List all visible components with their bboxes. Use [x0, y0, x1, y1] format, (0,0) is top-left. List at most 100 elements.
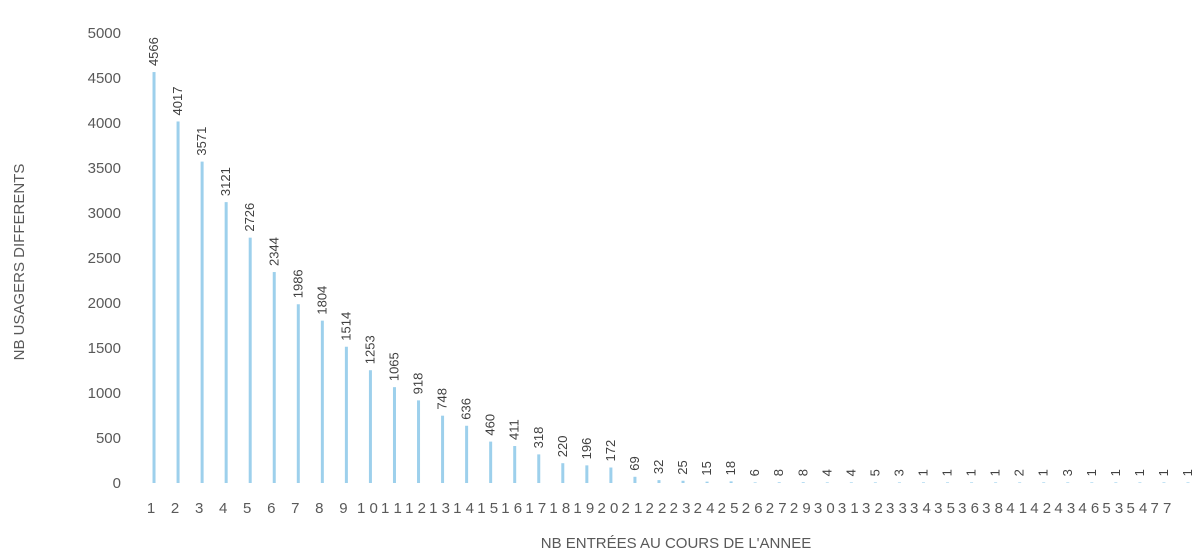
bars	[152, 72, 1190, 484]
data-label: 5	[867, 469, 882, 476]
x-tick-label: 2 6	[742, 500, 763, 517]
bar	[200, 161, 204, 484]
x-tick-label: 3 3	[886, 500, 907, 517]
bar	[465, 425, 469, 483]
bar	[753, 482, 757, 483]
data-label: 1	[1180, 469, 1195, 476]
data-label: 1	[1108, 469, 1123, 476]
x-tick-label: 1 7	[525, 500, 546, 517]
data-label: 748	[435, 388, 450, 410]
bar	[681, 480, 685, 483]
bar	[561, 463, 565, 483]
x-tick-label: 4 6	[1078, 500, 1099, 517]
bar	[417, 400, 421, 483]
bar	[946, 482, 950, 483]
y-tick-label: 3500	[88, 160, 121, 177]
x-tick-label: 5	[243, 500, 251, 517]
x-tick-label: 1 8	[549, 500, 570, 517]
y-tick-label: 5000	[88, 25, 121, 42]
bar	[1090, 482, 1094, 483]
y-tick-label: 0	[113, 475, 121, 492]
x-tick-label: 2 1	[622, 500, 643, 517]
y-tick-label: 1500	[88, 340, 121, 357]
bar	[272, 272, 276, 483]
x-tick-label: 3 1	[838, 500, 859, 517]
data-label: 4017	[170, 87, 185, 116]
data-label: 1804	[314, 286, 329, 315]
x-tick-label: 1 3	[429, 500, 450, 517]
x-tick-label: 1 2	[405, 500, 426, 517]
x-tick-label: 2 9	[790, 500, 811, 517]
x-tick-label: 2 0	[597, 500, 618, 517]
data-label: 1253	[362, 335, 377, 364]
bar	[585, 465, 589, 483]
data-label: 3571	[194, 127, 209, 156]
bar	[1162, 482, 1166, 483]
y-tick-label: 2500	[88, 250, 121, 267]
bar	[705, 481, 709, 483]
data-label: 4566	[146, 37, 161, 66]
data-label: 3	[1060, 469, 1075, 476]
bar	[1186, 482, 1190, 483]
data-label: 1	[915, 469, 930, 476]
data-label: 1986	[290, 269, 305, 298]
data-label: 4	[819, 469, 834, 476]
bar	[657, 480, 661, 483]
bar	[344, 346, 348, 483]
x-tick-label: 4 2	[1030, 500, 1051, 517]
x-tick-label: 3	[195, 500, 203, 517]
x-tick-label: 1 9	[573, 500, 594, 517]
bar	[1114, 482, 1118, 483]
x-tick-label: 1 0	[357, 500, 378, 517]
x-tick-label: 2 2	[646, 500, 667, 517]
data-label: 2	[1012, 469, 1027, 476]
y-tick-label: 2000	[88, 295, 121, 312]
bar	[825, 482, 829, 483]
bar	[897, 482, 901, 483]
bar	[729, 481, 733, 483]
bar	[320, 320, 324, 483]
bar	[392, 387, 396, 483]
x-tick-label: 5 3	[1102, 500, 1123, 517]
data-label: 460	[483, 414, 498, 436]
data-label: 1	[988, 469, 1003, 476]
data-label: 32	[651, 460, 666, 474]
bar	[1018, 482, 1022, 483]
bar	[994, 482, 998, 483]
bar	[176, 121, 180, 483]
bar	[609, 467, 613, 483]
bar	[970, 482, 974, 483]
x-axis-title: NB ENTRÉES AU COURS DE L'ANNEE	[541, 535, 811, 552]
bar	[777, 482, 781, 483]
x-tick-label: 3 6	[958, 500, 979, 517]
y-axis-title: NB USAGERS DIFFERENTS	[11, 164, 28, 361]
data-label: 318	[531, 427, 546, 449]
bar	[513, 446, 517, 483]
data-label: 636	[459, 398, 474, 420]
y-tick-label: 4000	[88, 115, 121, 132]
data-label: 1	[1132, 469, 1147, 476]
bar	[248, 237, 252, 483]
data-label: 6	[747, 469, 762, 476]
bar	[441, 415, 445, 483]
data-label: 69	[627, 456, 642, 470]
bar	[849, 482, 853, 483]
x-tick-label: 2	[171, 500, 179, 517]
y-tick-label: 1000	[88, 385, 121, 402]
bar	[224, 202, 228, 484]
x-tick-label: 4	[219, 500, 227, 517]
data-label: 15	[699, 461, 714, 475]
data-label: 25	[675, 460, 690, 474]
data-label: 2726	[242, 203, 257, 232]
bar	[633, 476, 637, 483]
data-label: 8	[795, 469, 810, 476]
x-tick-label: 2 5	[718, 500, 739, 517]
x-tick-label: 1 6	[501, 500, 522, 517]
x-tick-label: 8	[315, 500, 323, 517]
data-label: 220	[555, 435, 570, 457]
data-label: 1065	[386, 352, 401, 381]
data-label: 2344	[266, 237, 281, 266]
y-tick-label: 3000	[88, 205, 121, 222]
